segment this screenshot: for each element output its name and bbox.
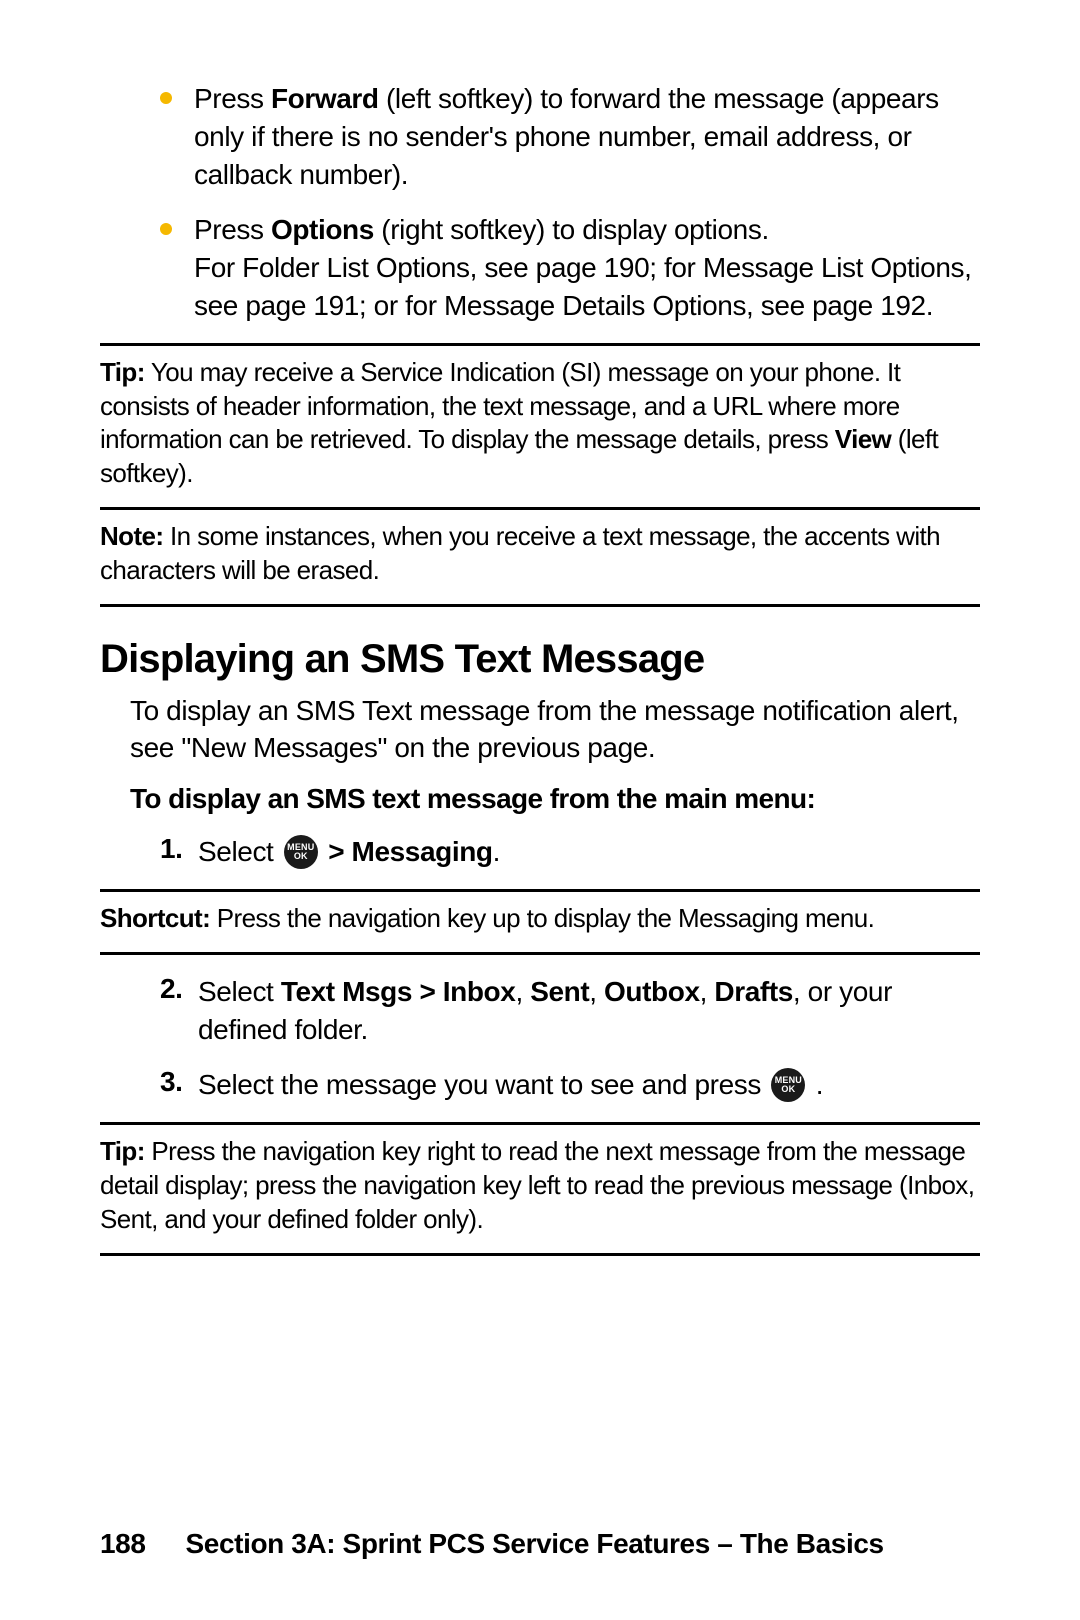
tip-callout: Tip: You may receive a Service Indicatio… bbox=[100, 354, 980, 493]
numbered-step: 1. Select MENUOK > Messaging. bbox=[160, 833, 980, 871]
bullet-icon bbox=[160, 223, 172, 235]
divider bbox=[100, 604, 980, 607]
section-heading: Displaying an SMS Text Message bbox=[100, 637, 980, 682]
bullet-text: Press Options (right softkey) to display… bbox=[194, 211, 980, 324]
tip-callout: Tip: Press the navigation key right to r… bbox=[100, 1133, 980, 1238]
numbered-step: 3. Select the message you want to see an… bbox=[160, 1066, 980, 1104]
page: Press Forward (left softkey) to forward … bbox=[0, 0, 1080, 1620]
divider bbox=[100, 1122, 980, 1125]
shortcut-callout: Shortcut: Press the navigation key up to… bbox=[100, 900, 980, 938]
step-text: Select MENUOK > Messaging. bbox=[198, 833, 500, 871]
bullet-icon bbox=[160, 92, 172, 104]
divider bbox=[100, 1253, 980, 1256]
divider bbox=[100, 889, 980, 892]
page-number: 188 bbox=[100, 1528, 146, 1560]
divider bbox=[100, 507, 980, 510]
divider bbox=[100, 343, 980, 346]
step-number: 2. bbox=[160, 973, 198, 1005]
body-paragraph: To display an SMS Text message from the … bbox=[130, 692, 980, 768]
step-text: Select Text Msgs > Inbox, Sent, Outbox, … bbox=[198, 973, 980, 1049]
step-number: 3. bbox=[160, 1066, 198, 1098]
note-callout: Note: In some instances, when you receiv… bbox=[100, 518, 980, 590]
sub-heading: To display an SMS text message from the … bbox=[130, 783, 980, 815]
menu-ok-icon: MENUOK bbox=[771, 1068, 805, 1102]
section-title: Section 3A: Sprint PCS Service Features … bbox=[186, 1528, 884, 1560]
divider bbox=[100, 952, 980, 955]
step-text: Select the message you want to see and p… bbox=[198, 1066, 823, 1104]
bullet-text: Press Forward (left softkey) to forward … bbox=[194, 80, 980, 193]
step-number: 1. bbox=[160, 833, 198, 865]
numbered-step: 2. Select Text Msgs > Inbox, Sent, Outbo… bbox=[160, 973, 980, 1049]
bullet-item: Press Forward (left softkey) to forward … bbox=[160, 80, 980, 193]
bullet-item: Press Options (right softkey) to display… bbox=[160, 211, 980, 324]
page-footer: 188 Section 3A: Sprint PCS Service Featu… bbox=[100, 1528, 980, 1560]
menu-ok-icon: MENUOK bbox=[284, 835, 318, 869]
